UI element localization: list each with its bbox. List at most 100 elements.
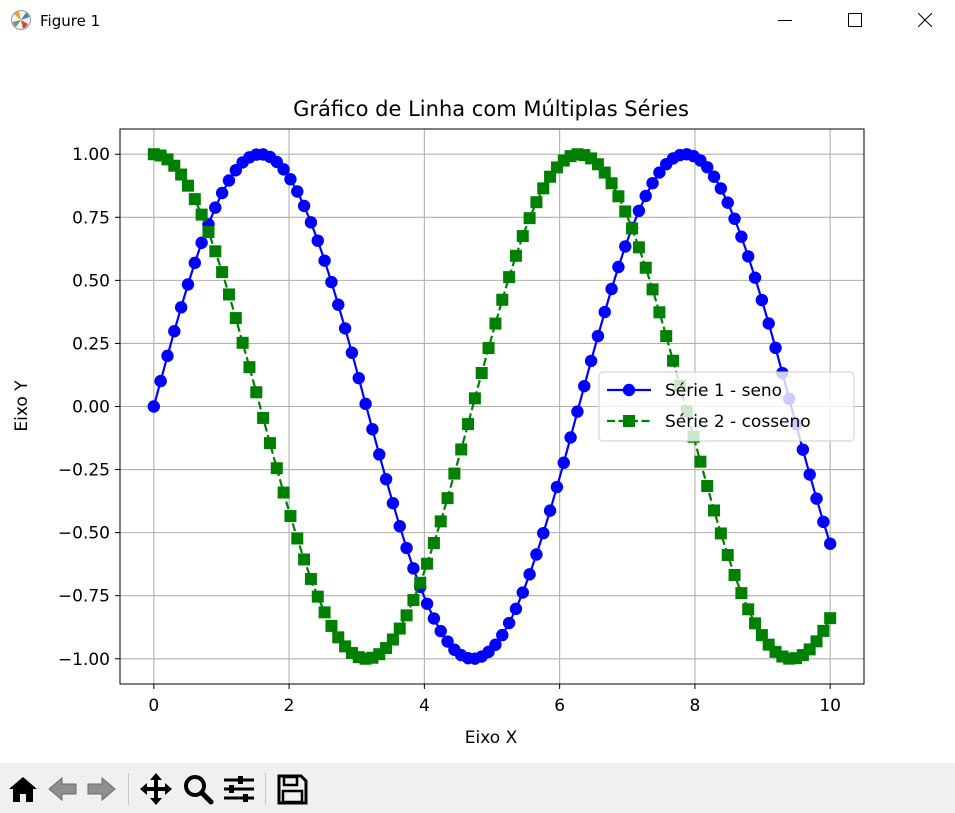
series-2-point <box>516 230 529 243</box>
x-tick-label: 4 <box>419 696 430 716</box>
series-2-point <box>646 283 659 296</box>
series-1-point <box>619 240 632 253</box>
series-2-point <box>400 609 413 622</box>
series-2-point <box>496 293 509 306</box>
series-1-point <box>605 282 618 296</box>
series-1-point <box>557 456 570 469</box>
series-1-point <box>810 492 823 505</box>
y-axis-label: Eixo Y <box>12 380 32 432</box>
series-1-point <box>420 597 434 610</box>
series-2-point <box>284 510 297 523</box>
series-1-point <box>550 480 564 494</box>
zoom-button[interactable] <box>180 771 216 807</box>
x-axis-label: Eixo X <box>465 728 518 748</box>
legend-marker-2 <box>623 415 635 427</box>
y-tick-label: −0.25 <box>58 461 110 481</box>
y-tick-label: 0.25 <box>72 334 110 354</box>
series-1-point <box>161 349 174 363</box>
series-1-point <box>721 196 734 209</box>
back-button[interactable] <box>45 771 81 807</box>
y-tick-label: −1.00 <box>58 650 110 670</box>
series-1-point <box>612 260 625 274</box>
series-1-point <box>817 515 830 529</box>
series-2-point <box>817 624 830 637</box>
series-2-point <box>667 354 680 367</box>
pan-button[interactable] <box>138 771 174 807</box>
close-button[interactable] <box>902 0 948 44</box>
series-1-point <box>537 526 550 540</box>
series-2-point <box>393 622 406 635</box>
series-2-point <box>626 222 639 235</box>
series-1-point <box>386 497 400 510</box>
legend-marker-1 <box>622 383 636 397</box>
series-2-point <box>468 392 481 405</box>
series-2-point <box>277 486 290 499</box>
series-2-point <box>414 576 427 589</box>
window-titlebar: Figure 1 <box>0 0 955 44</box>
series-1-point <box>168 325 181 338</box>
series-1-point <box>174 301 188 314</box>
series-1-point <box>400 541 413 555</box>
series-1-point <box>215 186 229 200</box>
series-2-point <box>195 208 208 221</box>
series-2-point <box>181 179 194 192</box>
series-1-point <box>352 371 365 385</box>
series-1-point <box>598 305 611 319</box>
series-2-point <box>612 190 625 203</box>
series-2-point <box>523 212 536 225</box>
x-tick-label: 0 <box>148 696 159 716</box>
forward-button[interactable] <box>83 771 119 807</box>
series-2-point <box>250 386 263 399</box>
y-tick-label: −0.75 <box>58 587 110 607</box>
series-2-point <box>421 557 434 570</box>
series-1-point <box>434 624 447 638</box>
series-1-point <box>543 504 557 517</box>
series-1-point <box>502 616 516 630</box>
series-2-point <box>489 317 502 330</box>
series-1-point <box>318 254 331 267</box>
series-1-point <box>304 216 318 229</box>
minimize-button[interactable] <box>762 0 808 44</box>
back-arrow-icon <box>48 776 77 802</box>
series-2-point <box>639 261 652 274</box>
series-1-point <box>338 322 352 335</box>
save-button[interactable] <box>274 771 310 807</box>
series-2-point <box>598 166 611 179</box>
series-2-point <box>434 515 447 528</box>
series-1-point <box>297 199 311 213</box>
series-1-point <box>147 400 161 413</box>
series-1-point <box>728 212 741 225</box>
series-1-point <box>564 431 577 444</box>
maximize-button[interactable] <box>832 0 878 44</box>
series-1-point <box>803 468 816 481</box>
series-2-point <box>482 342 495 355</box>
x-tick-label: 10 <box>819 696 841 716</box>
series-2-point <box>708 504 721 517</box>
series-1-point <box>373 448 386 461</box>
series-2-point <box>714 527 727 540</box>
series-1-point <box>332 298 345 311</box>
y-tick-label: 0.00 <box>72 398 110 418</box>
series-1-point <box>755 293 769 307</box>
chart-title: Gráfico de Linha com Múltiplas Séries <box>293 97 689 121</box>
x-tick-label: 6 <box>554 696 565 716</box>
forward-arrow-icon <box>87 776 116 802</box>
series-1-point <box>393 520 406 533</box>
configure-subplots-icon <box>224 776 254 802</box>
series-1-point <box>632 204 646 218</box>
line-chart: Gráfico de Linha com Múltiplas Séries Ei… <box>12 97 865 748</box>
x-tick-label: 2 <box>284 696 295 716</box>
series-2-point <box>216 266 229 279</box>
series-2-point <box>605 177 618 190</box>
series-1-point <box>523 568 536 581</box>
series-2-point <box>619 205 632 218</box>
series-1-point <box>591 329 605 343</box>
home-button[interactable] <box>5 771 41 807</box>
series-2-point <box>721 549 734 562</box>
series-1-point <box>181 278 195 291</box>
home-icon <box>9 777 37 802</box>
series-1-point <box>714 182 728 195</box>
series-1-point <box>571 405 584 418</box>
configure-subplots-button[interactable] <box>221 771 257 807</box>
series-2-point <box>407 594 420 607</box>
